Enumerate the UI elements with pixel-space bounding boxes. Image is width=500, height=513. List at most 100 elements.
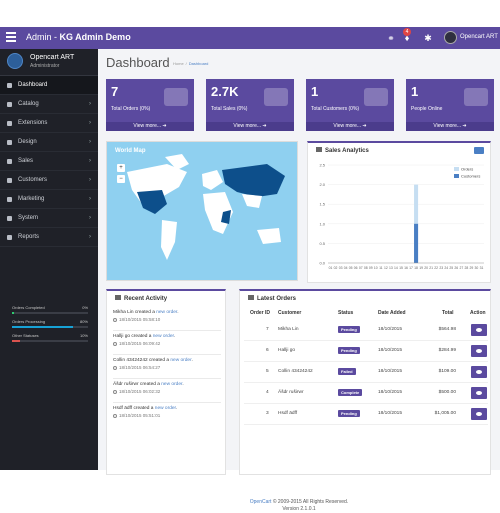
- view-order-button[interactable]: [471, 324, 487, 336]
- legend-label: Orders: [461, 167, 473, 172]
- activity-text: created a: [130, 334, 153, 339]
- x-tick-label: 30: [475, 266, 479, 270]
- sidebar-item-label: Extensions: [18, 120, 48, 126]
- new-order-link[interactable]: new order: [170, 358, 192, 363]
- y-tick-label: 0.0: [319, 261, 325, 266]
- new-order-link[interactable]: new order: [152, 334, 174, 339]
- sidebar-item-reports[interactable]: Reports ›: [0, 228, 98, 247]
- divider: [244, 403, 488, 404]
- activity-item: Mikha Lin created a new order. 18/10/2015…: [113, 310, 179, 322]
- view-order-button[interactable]: [471, 345, 487, 357]
- sidebar-item-extensions[interactable]: Extensions ›: [0, 114, 98, 133]
- calendar-dropdown-icon[interactable]: [474, 147, 484, 154]
- x-tick-label: 12: [384, 266, 388, 270]
- status-badge: Pending: [338, 410, 360, 417]
- sales-analytics-title: Sales Analytics: [325, 148, 369, 154]
- profile-name: Opencart ART: [30, 54, 75, 61]
- divider: [244, 382, 488, 383]
- menu-toggle-icon[interactable]: [6, 32, 16, 44]
- y-tick-label: 0.5: [319, 241, 325, 246]
- x-tick-label: 08: [364, 266, 368, 270]
- view-more-link[interactable]: View more... ➜: [306, 122, 394, 131]
- view-more-link[interactable]: View more... ➜: [106, 122, 194, 131]
- stat-tile-3: 1 People Online View more... ➜: [406, 79, 494, 131]
- recent-activity-title: Recent Activity: [124, 296, 168, 302]
- status-badge: Failed: [338, 368, 356, 375]
- order-id: 5: [266, 369, 269, 374]
- activity-time: 18/10/2015 05:58:10: [113, 317, 179, 322]
- stat-tile-2: 1 Total Customers (0%) View more... ➜: [306, 79, 394, 131]
- tile-label: Total Orders (0%): [111, 106, 151, 112]
- chart-icon: [316, 147, 322, 152]
- column-header: Date Added: [378, 310, 406, 316]
- zoom-in-button[interactable]: +: [117, 164, 125, 172]
- catalog-icon: [7, 102, 12, 107]
- x-tick-label: 13: [389, 266, 393, 270]
- new-order-link[interactable]: new order: [156, 310, 178, 315]
- credit-card-icon: [264, 88, 288, 106]
- view-order-button[interactable]: [471, 387, 487, 399]
- chevron-right-icon: ›: [89, 158, 91, 164]
- gear-icon[interactable]: ✱: [424, 33, 432, 43]
- activity-customer: Collin 43424242: [113, 358, 148, 363]
- activity-item: Hallji go created a new order. 18/10/2015…: [113, 334, 175, 346]
- order-total: $564.98: [438, 327, 456, 332]
- stat-tile-0: 7 Total Orders (0%) View more... ➜: [106, 79, 194, 131]
- view-more-link[interactable]: View more... ➜: [206, 122, 294, 131]
- sidebar-item-design[interactable]: Design ›: [0, 133, 98, 152]
- new-order-link[interactable]: new order: [161, 382, 183, 387]
- progress-0: Orders Completed 0%: [12, 305, 88, 314]
- sidebar-item-system[interactable]: System ›: [0, 209, 98, 228]
- y-tick-label: 2.0: [319, 182, 325, 187]
- view-order-button[interactable]: [471, 408, 487, 420]
- activity-item: Hsdf ädff created a new order. 18/10/2015…: [113, 406, 177, 418]
- activity-customer: Hsdf ädff: [113, 406, 133, 411]
- column-header: Status: [338, 310, 354, 316]
- x-tick-label: 19: [419, 266, 423, 270]
- eye-icon: [476, 328, 482, 332]
- sidebar-item-marketing[interactable]: Marketing ›: [0, 190, 98, 209]
- order-id: 7: [266, 327, 269, 332]
- view-more-link[interactable]: View more... ➜: [406, 122, 494, 131]
- sidebar-item-label: Design: [18, 139, 37, 145]
- progress-bar: [12, 312, 88, 314]
- view-order-button[interactable]: [471, 366, 487, 378]
- extensions-icon: [7, 121, 12, 126]
- x-tick-label: 22: [434, 266, 438, 270]
- order-customer: Äšdr ruširwr: [278, 390, 304, 395]
- user-avatar[interactable]: [444, 31, 457, 44]
- sidebar-menu: Dashboard Catalog › Extensions › Design › Sales…: [0, 76, 98, 247]
- order-date: 18/10/2015: [378, 411, 403, 416]
- system-icon: [7, 216, 12, 221]
- world-map[interactable]: [107, 142, 297, 280]
- sidebar-item-catalog[interactable]: Catalog ›: [0, 95, 98, 114]
- x-tick-label: 10: [374, 266, 378, 270]
- order-date: 18/10/2015: [378, 348, 403, 353]
- breadcrumb-home[interactable]: Home: [173, 61, 184, 66]
- x-tick-label: 27: [459, 266, 463, 270]
- dashboard-icon: [7, 83, 12, 88]
- recent-activity-panel: Recent Activity Mikha Lin created a new …: [106, 289, 226, 475]
- order-date: 18/10/2015: [378, 327, 403, 332]
- recent-activity-header: Recent Activity: [115, 295, 167, 302]
- activity-customer: Äšdr ruširwr: [113, 382, 139, 387]
- latest-orders-title: Latest Orders: [257, 296, 297, 302]
- user-name[interactable]: Opencart ART: [460, 34, 498, 40]
- sidebar-item-customers[interactable]: Customers ›: [0, 171, 98, 190]
- world-map-panel[interactable]: World Map + −: [106, 141, 298, 281]
- link-icon[interactable]: ⚭: [387, 33, 395, 43]
- x-tick-label: 28: [464, 266, 468, 270]
- breadcrumb-current[interactable]: Dashboard: [188, 61, 209, 66]
- order-customer: Hsdf ädff: [278, 411, 298, 416]
- new-order-link[interactable]: new order: [154, 406, 176, 411]
- sidebar-item-dashboard[interactable]: Dashboard: [0, 76, 98, 95]
- status-badge: Pending: [338, 347, 360, 354]
- bell-icon[interactable]: ♦: [404, 33, 410, 43]
- sidebar-item-label: Dashboard: [18, 82, 48, 88]
- sidebar-item-sales[interactable]: Sales ›: [0, 152, 98, 171]
- chevron-right-icon: ›: [89, 139, 91, 145]
- brand-title[interactable]: Admin - KG Admin Demo: [26, 32, 131, 42]
- progress-1: Orders Processing 80%: [12, 319, 88, 328]
- zoom-out-button[interactable]: −: [117, 175, 125, 183]
- status-badge: Complete: [338, 389, 363, 396]
